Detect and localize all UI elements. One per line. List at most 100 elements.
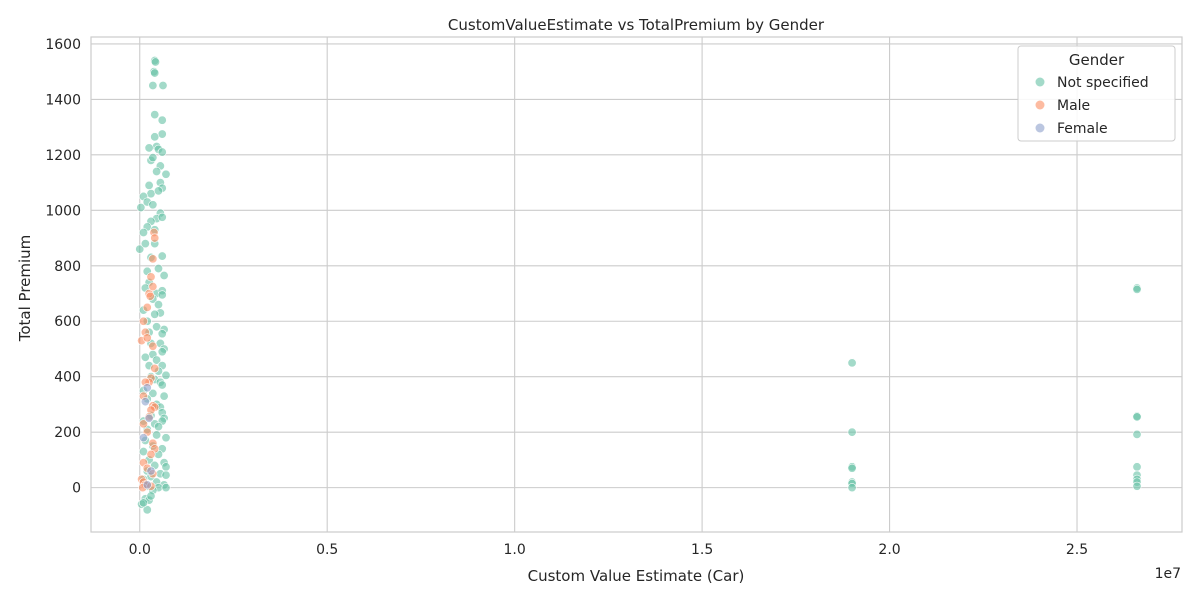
data-point [138, 433, 148, 443]
data-point [157, 115, 167, 125]
data-point [144, 143, 154, 153]
legend-marker [1035, 77, 1045, 87]
chart-title: CustomValueEstimate vs TotalPremium by G… [448, 16, 825, 34]
data-point [1132, 481, 1142, 491]
x-tick-label: 2.0 [878, 542, 900, 558]
y-tick-label: 800 [54, 259, 81, 275]
data-point [146, 466, 156, 476]
data-point [150, 110, 160, 120]
data-points [135, 56, 1142, 515]
data-point [152, 166, 162, 176]
legend-box [1017, 45, 1176, 142]
data-point [159, 270, 169, 280]
data-point [140, 239, 150, 249]
data-point [148, 388, 158, 398]
data-point [153, 186, 163, 196]
y-tick-label: 400 [54, 370, 81, 386]
series-female [138, 383, 156, 490]
data-point [153, 264, 163, 274]
data-point [150, 68, 160, 78]
legend-entry: Male [1057, 98, 1090, 114]
data-point [161, 470, 171, 480]
data-point [138, 498, 148, 508]
y-axis-ticks: 0 200 400 600 800 1000 1200 1400 1600 [45, 37, 81, 497]
data-point [146, 189, 156, 199]
legend-entry: Female [1057, 121, 1108, 137]
data-point [161, 483, 171, 493]
data-point [153, 422, 163, 432]
x-tick-label: 2.5 [1066, 542, 1088, 558]
grid-lines [91, 37, 1182, 532]
data-point [150, 363, 160, 373]
y-axis-label: Total Premium [16, 235, 34, 343]
data-point [157, 129, 167, 139]
data-point [1132, 462, 1142, 472]
data-point [144, 180, 154, 190]
data-point [146, 272, 156, 282]
data-point [159, 391, 169, 401]
series-male [137, 228, 160, 493]
data-point [142, 333, 152, 343]
data-point [161, 370, 171, 380]
data-point [150, 309, 160, 319]
y-tick-label: 1400 [45, 92, 81, 108]
data-point [161, 433, 171, 443]
x-tick-label: 1.5 [691, 542, 713, 558]
legend-marker [1035, 123, 1045, 133]
legend: Gender Not specified Male Female [1017, 45, 1176, 142]
data-point [157, 251, 167, 261]
legend-title: Gender [1069, 51, 1125, 69]
data-point [847, 358, 857, 368]
data-point [148, 81, 158, 91]
legend-marker [1035, 100, 1045, 110]
data-point [136, 203, 146, 213]
data-point [148, 341, 158, 351]
x-axis-offset-label: 1e7 [1155, 566, 1181, 582]
data-point [148, 254, 158, 264]
data-point [140, 397, 150, 407]
data-point [148, 153, 158, 163]
data-point [161, 169, 171, 179]
y-tick-label: 200 [54, 425, 81, 441]
y-tick-label: 0 [72, 481, 81, 497]
y-tick-label: 600 [54, 314, 81, 330]
x-tick-label: 1.0 [504, 542, 526, 558]
data-point [157, 380, 167, 390]
data-point [150, 233, 160, 243]
data-point [142, 480, 152, 490]
data-point [152, 322, 162, 332]
data-point [152, 430, 162, 440]
data-point [140, 352, 150, 362]
data-point [157, 329, 167, 339]
data-point [150, 132, 160, 142]
data-point [847, 483, 857, 493]
y-tick-label: 1200 [45, 148, 81, 164]
data-point [142, 505, 152, 515]
data-point [847, 427, 857, 437]
data-point [1132, 429, 1142, 439]
x-axis-ticks: 0.0 0.5 1.0 1.5 2.0 2.5 [129, 542, 1089, 558]
data-point [146, 491, 156, 501]
data-point [153, 300, 163, 310]
plot-frame [90, 36, 1183, 533]
y-tick-label: 1600 [45, 37, 81, 53]
legend-entry: Not specified [1057, 75, 1149, 91]
data-point [138, 316, 148, 326]
plot-area [91, 37, 1182, 532]
data-point [158, 81, 168, 91]
x-tick-label: 0.5 [316, 542, 338, 558]
data-point [1132, 284, 1142, 294]
data-point [138, 447, 148, 457]
data-point [161, 462, 171, 472]
data-point [144, 413, 154, 423]
data-point [138, 228, 148, 238]
data-point [148, 200, 158, 210]
data-point [157, 347, 167, 357]
x-axis-label: Custom Value Estimate (Car) [528, 567, 745, 585]
y-tick-label: 1000 [45, 203, 81, 219]
data-point [847, 463, 857, 473]
data-point [150, 57, 160, 67]
data-point [142, 383, 152, 393]
data-point [157, 212, 167, 222]
